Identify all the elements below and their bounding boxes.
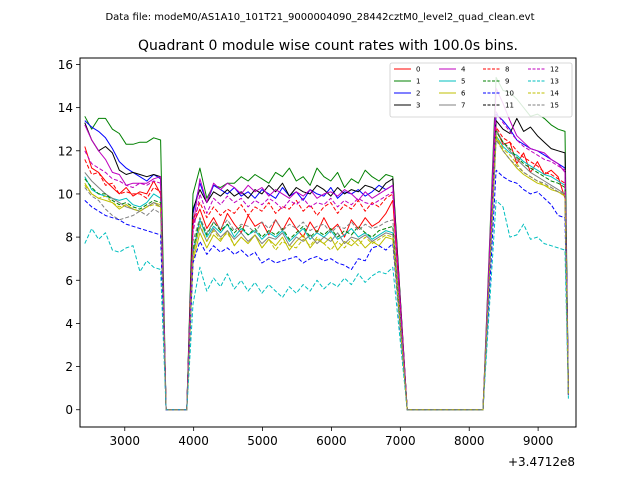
legend-label-11: 11 bbox=[505, 102, 514, 110]
legend-label-2: 2 bbox=[416, 90, 420, 98]
figure-suptitle: Data file: modeM0/AS1A10_101T21_90000040… bbox=[105, 12, 534, 23]
plot-frame bbox=[79, 57, 577, 428]
y-tick-label: 8 bbox=[65, 231, 73, 245]
legend-label-0: 0 bbox=[416, 66, 420, 74]
legend-label-14: 14 bbox=[550, 90, 559, 98]
y-tick-label: 10 bbox=[58, 187, 73, 201]
x-axis: 3000 4000 5000 6000 7000 8000 9000 bbox=[110, 427, 554, 448]
y-tick-label: 4 bbox=[65, 317, 73, 331]
legend-label-7: 7 bbox=[461, 102, 465, 110]
legend-label-6: 6 bbox=[461, 90, 466, 98]
series-line-13 bbox=[84, 135, 569, 411]
plot-area bbox=[79, 57, 577, 428]
legend-label-3: 3 bbox=[416, 102, 420, 110]
x-tick-label: 9000 bbox=[523, 434, 554, 448]
y-tick-label: 16 bbox=[58, 58, 73, 72]
series-layer bbox=[84, 76, 569, 411]
y-tick-label: 12 bbox=[58, 144, 73, 158]
legend-label-1: 1 bbox=[416, 78, 420, 86]
x-offset-label: +3.4712e8 bbox=[508, 455, 575, 469]
y-tick-label: 2 bbox=[65, 360, 73, 374]
series-line-14 bbox=[84, 139, 569, 411]
legend-label-12: 12 bbox=[550, 66, 559, 74]
y-axis: 0 2 4 6 8 10 12 14 16 bbox=[58, 58, 80, 417]
y-tick-label: 0 bbox=[65, 403, 73, 417]
legend-label-5: 5 bbox=[461, 78, 465, 86]
x-tick-label: 7000 bbox=[385, 434, 416, 448]
x-tick-label: 3000 bbox=[110, 434, 141, 448]
chart-title: Quadrant 0 module wise count rates with … bbox=[138, 38, 518, 54]
legend-label-15: 15 bbox=[550, 102, 559, 110]
x-tick-label: 4000 bbox=[178, 434, 209, 448]
x-tick-label: 6000 bbox=[316, 434, 347, 448]
legend-frame bbox=[389, 62, 573, 118]
y-tick-label: 14 bbox=[58, 101, 73, 115]
legend-label-9: 9 bbox=[505, 78, 509, 86]
series-line-12 bbox=[84, 199, 569, 411]
legend-label-8: 8 bbox=[505, 66, 509, 74]
series-line-11 bbox=[84, 111, 569, 411]
legend-label-13: 13 bbox=[550, 78, 559, 86]
x-tick-label: 5000 bbox=[247, 434, 278, 448]
y-tick-label: 6 bbox=[65, 274, 73, 288]
x-tick-label: 8000 bbox=[454, 434, 485, 448]
legend-label-4: 4 bbox=[461, 66, 466, 74]
legend-label-10: 10 bbox=[505, 90, 514, 98]
